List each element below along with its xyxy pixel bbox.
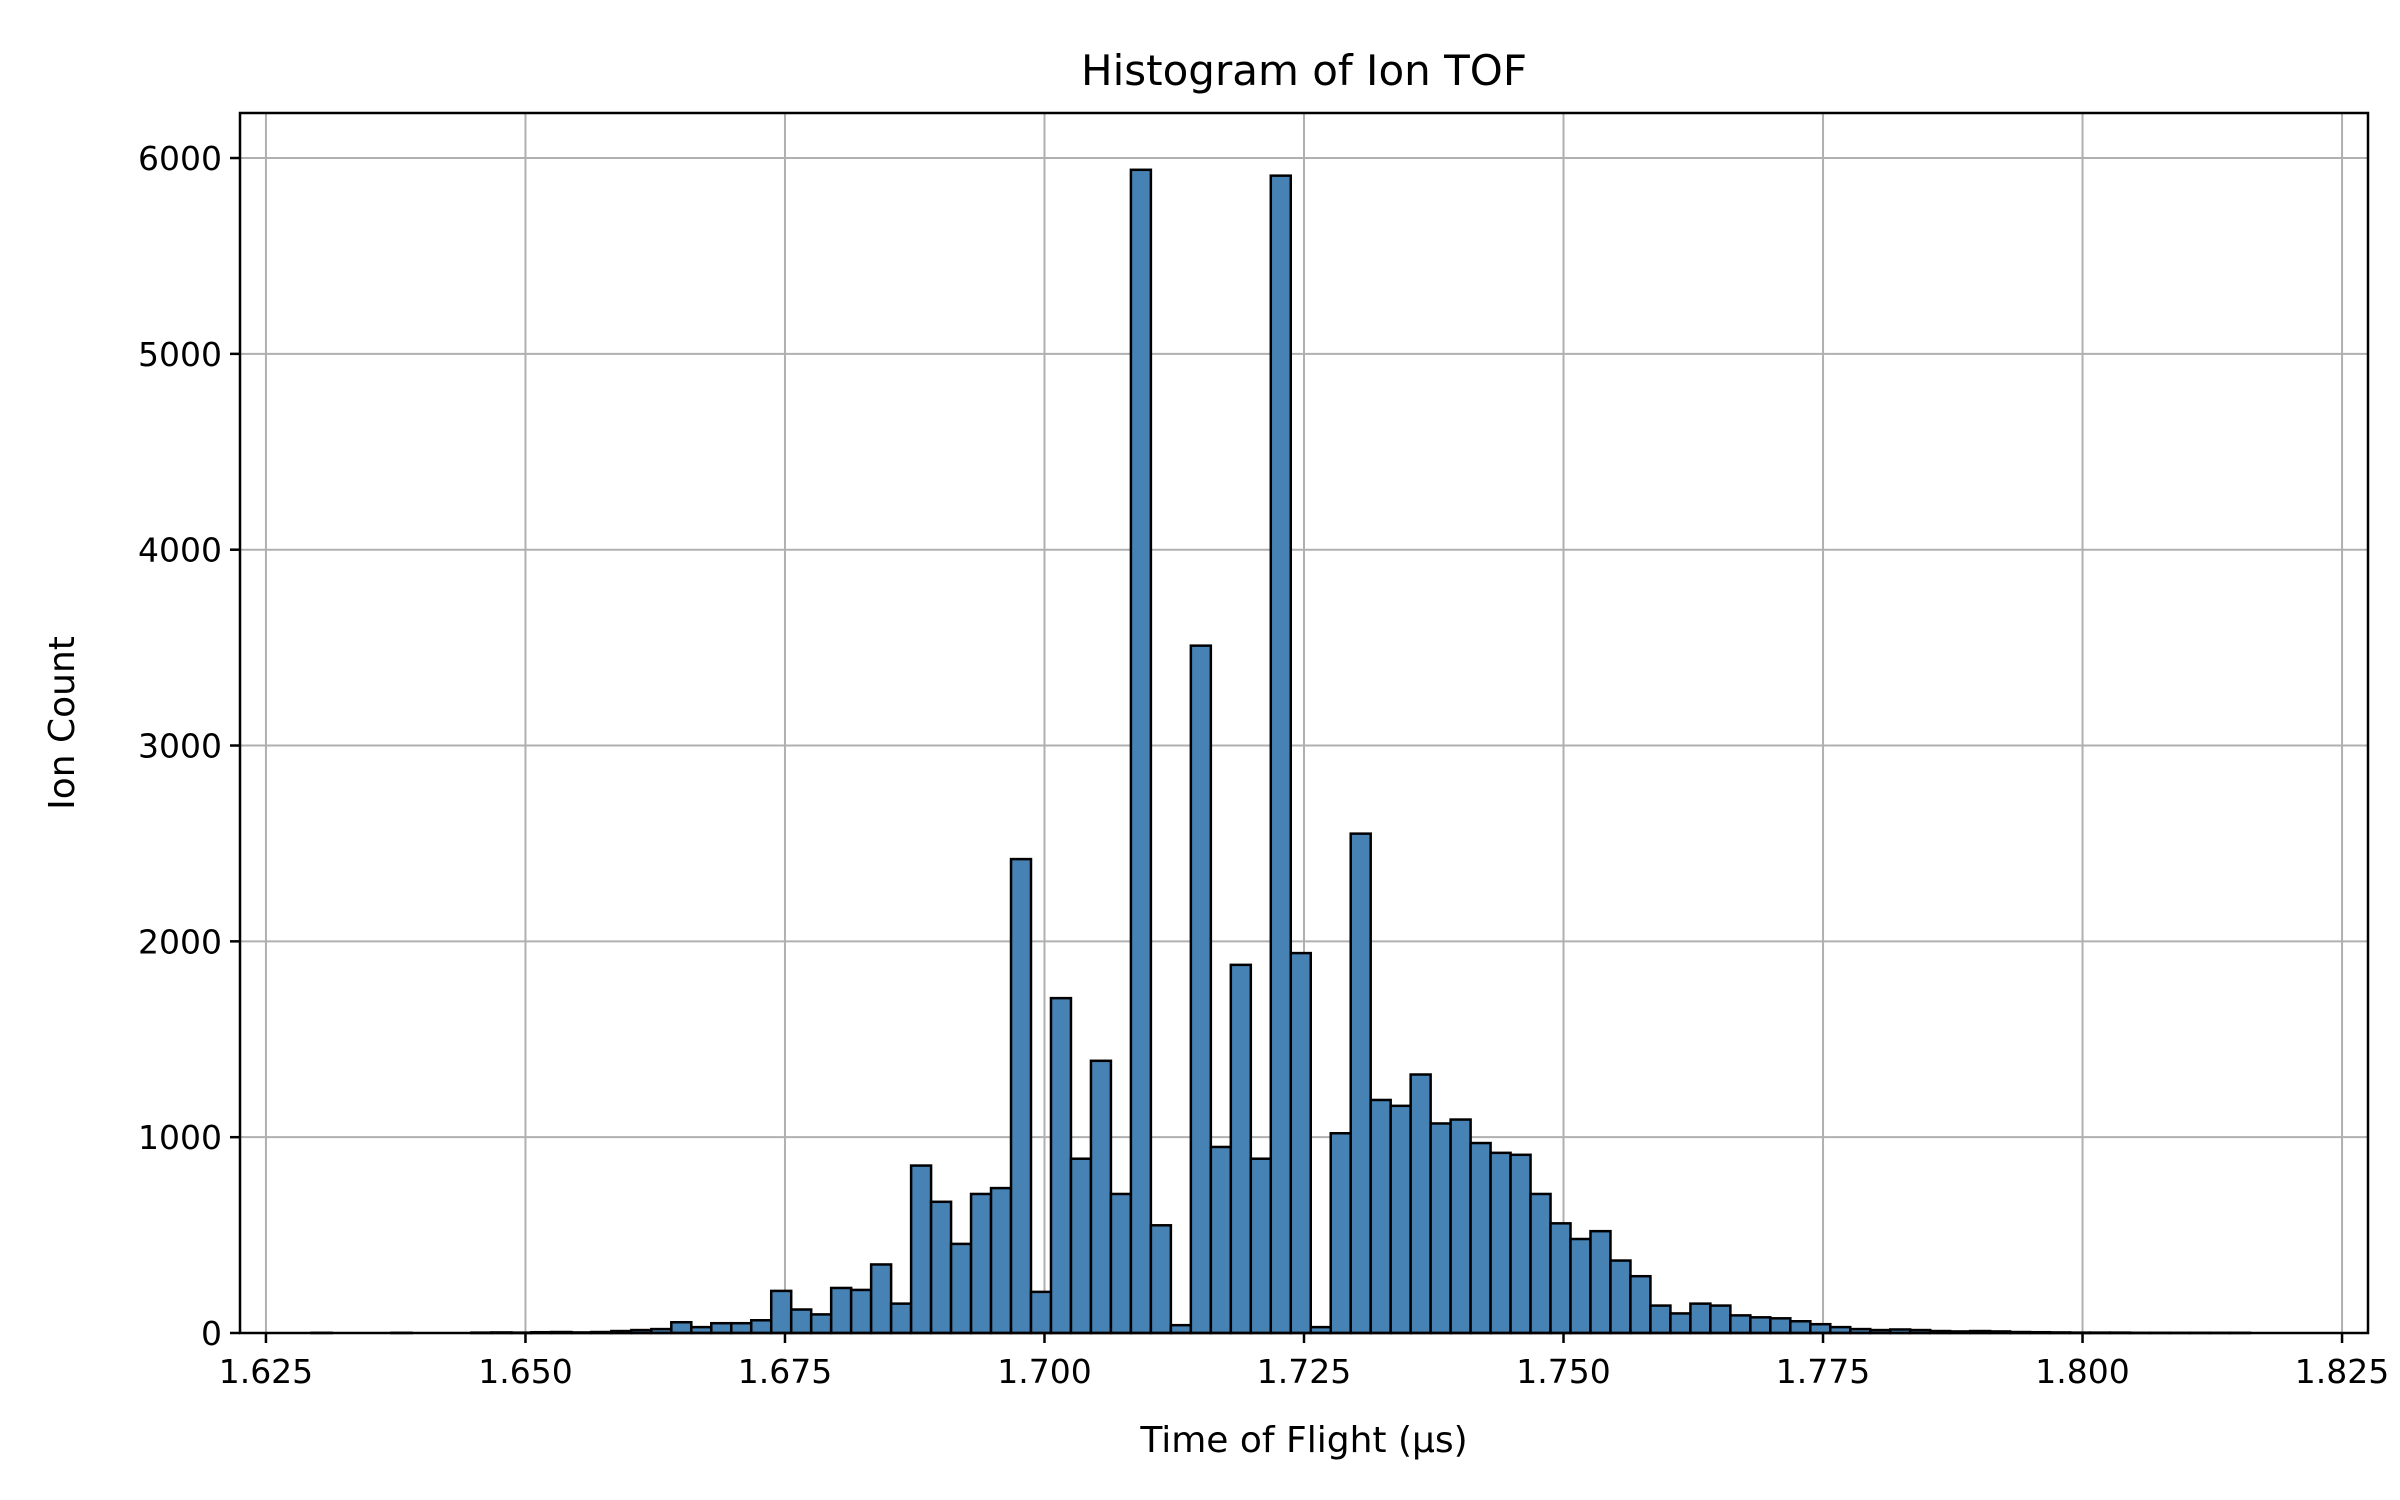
histogram-bar [1229,963,1253,1335]
y-tick-label: 5000 [138,335,222,374]
histogram-bar [1789,1320,1812,1335]
histogram-bar [1769,1317,1792,1335]
histogram-bar [1149,1224,1173,1335]
x-tick-label: 1.800 [2035,1352,2129,1391]
histogram-bar [869,1263,893,1335]
y-tick-label: 1000 [138,1118,222,1157]
x-tick-label: 1.700 [997,1352,1091,1391]
histogram-bar [969,1192,993,1335]
histogram-bar [1329,1132,1352,1335]
histogram-bar [1709,1304,1732,1335]
histogram-bar [769,1289,793,1335]
histogram-bar [949,1242,973,1335]
histogram-bar [789,1308,813,1335]
histogram-bars [310,168,2252,1335]
x-tick-label: 1.625 [219,1352,313,1391]
histogram-bar [1269,174,1293,1335]
histogram-bar [889,1302,913,1335]
histogram-bar [989,1186,1013,1335]
histogram-bar [849,1288,873,1335]
histogram-bar [1249,1157,1273,1335]
axis-ticks: 1.625 1.650 1.675 1.700 1.725 1.750 1.775 1.800… [138,139,2389,1391]
y-tick-label: 0 [201,1314,222,1353]
y-tick-label: 4000 [138,531,222,570]
histogram-bar [1049,996,1073,1335]
histogram-bar [1489,1151,1512,1335]
histogram-bar [1729,1314,1752,1335]
histogram-bar [1429,1122,1452,1335]
histogram-bar [1589,1229,1612,1335]
histogram-bar [809,1313,833,1335]
histogram-bar [1289,951,1312,1335]
x-tick-label: 1.775 [1776,1352,1870,1391]
histogram-bar [1189,644,1213,1335]
x-tick-label: 1.650 [478,1352,572,1391]
histogram-bar [1389,1104,1412,1335]
histogram-bar [1529,1192,1552,1335]
histogram-bar [1649,1304,1672,1335]
y-tick-label: 6000 [138,139,222,178]
histogram-bar [1449,1118,1472,1335]
histogram-bar [929,1200,953,1335]
x-tick-label: 1.725 [1257,1352,1351,1391]
y-axis-label: Ion Count [42,636,83,810]
histogram-bar [1369,1098,1392,1335]
histogram-bar [1069,1157,1093,1335]
x-tick-label: 1.750 [1516,1352,1610,1391]
histogram-bar [710,1321,733,1335]
histogram-bar [909,1164,933,1335]
histogram-bar [1109,1192,1133,1335]
histogram-bar [730,1321,753,1335]
x-axis-label: Time of Flight (µs) [1139,1420,1467,1461]
histogram-bar [1129,168,1153,1335]
histogram-bar [1689,1302,1712,1335]
histogram-bar [1089,1059,1113,1335]
histogram-bar [1509,1153,1532,1335]
x-tick-label: 1.675 [738,1352,832,1391]
histogram-bar [1409,1073,1432,1335]
x-tick-label: 1.825 [2295,1352,2389,1391]
histogram-bar [1469,1141,1492,1335]
histogram-bar [749,1319,773,1335]
y-tick-label: 2000 [138,922,222,961]
histogram-bar [1569,1237,1592,1335]
histogram-bar [670,1320,693,1335]
histogram-bar [1629,1274,1652,1335]
histogram-bar [1669,1312,1692,1335]
histogram-bar [1749,1316,1772,1335]
histogram-bar [1009,857,1033,1335]
chart-title: Histogram of Ion TOF [1081,46,1527,95]
histogram-bar [1029,1290,1053,1335]
histogram-bar [1609,1259,1632,1335]
histogram-bar [829,1286,853,1335]
histogram-bar [1549,1222,1572,1335]
histogram-bar [1349,832,1372,1335]
y-tick-label: 3000 [138,727,222,766]
histogram-bar [1209,1145,1233,1335]
histogram-bar [1809,1322,1832,1335]
